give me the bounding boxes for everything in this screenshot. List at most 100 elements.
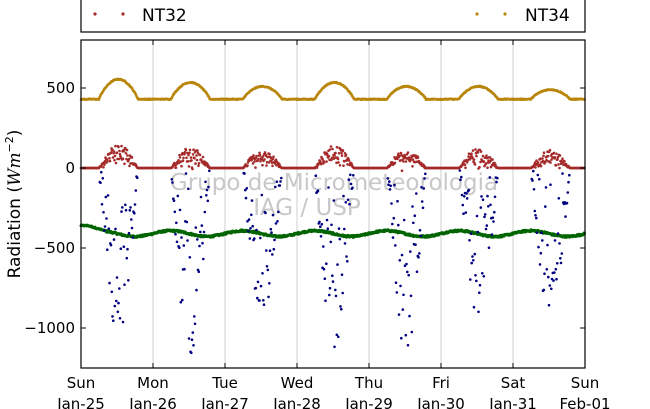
point-blue xyxy=(274,222,278,225)
point-blue xyxy=(565,201,569,205)
point-blue xyxy=(462,212,465,215)
point-blue xyxy=(464,211,468,214)
point-nt32 xyxy=(108,156,111,160)
point-nt32 xyxy=(321,157,324,161)
plot-area xyxy=(81,40,585,368)
point-blue xyxy=(546,243,549,247)
point-nt32 xyxy=(173,161,176,165)
point-nt32 xyxy=(400,169,404,172)
legend-marker-nt32-a xyxy=(93,12,97,16)
point-blue xyxy=(398,259,402,262)
point-nt32 xyxy=(343,160,346,163)
point-blue xyxy=(335,333,339,337)
point-nt32 xyxy=(561,157,564,160)
point-blue xyxy=(181,298,184,302)
point-nt32 xyxy=(114,161,118,165)
legend-marker-nt32-b xyxy=(121,12,125,16)
point-blue xyxy=(115,276,119,279)
point-blue xyxy=(393,183,396,187)
point-blue xyxy=(106,248,109,251)
point-blue xyxy=(112,238,116,241)
point-blue xyxy=(100,203,104,206)
point-blue xyxy=(328,293,331,297)
point-blue xyxy=(537,245,540,249)
point-blue xyxy=(410,330,414,334)
point-blue xyxy=(558,242,561,245)
point-blue xyxy=(485,224,489,227)
point-blue xyxy=(178,246,181,249)
point-blue xyxy=(481,272,484,275)
point-blue xyxy=(470,261,474,265)
point-nt32 xyxy=(182,156,185,160)
point-nt32 xyxy=(558,154,562,157)
point-nt32 xyxy=(485,154,488,157)
point-blue xyxy=(265,265,269,268)
point-blue xyxy=(100,170,103,174)
point-nt32 xyxy=(271,164,274,168)
point-nt32 xyxy=(183,150,187,154)
point-nt32 xyxy=(196,149,199,152)
point-blue xyxy=(267,295,270,299)
point-nt32 xyxy=(341,149,345,153)
point-nt32 xyxy=(272,155,275,158)
point-nt32 xyxy=(558,166,561,170)
point-blue xyxy=(129,206,132,209)
point-blue xyxy=(411,205,414,208)
point-nt32 xyxy=(467,152,471,155)
point-blue xyxy=(331,280,335,283)
point-nt32 xyxy=(188,151,191,155)
point-blue xyxy=(483,213,487,216)
point-blue xyxy=(247,230,250,233)
point-blue xyxy=(122,245,126,248)
y-tick-label: 500 xyxy=(46,79,75,97)
point-nt32 xyxy=(127,157,131,161)
point-blue xyxy=(483,215,486,219)
point-nt32 xyxy=(335,145,339,149)
point-blue xyxy=(174,232,177,236)
point-blue xyxy=(347,178,351,181)
point-nt32 xyxy=(121,157,125,161)
point-blue xyxy=(340,307,343,311)
point-blue xyxy=(190,351,193,355)
point-blue xyxy=(204,180,207,184)
point-blue xyxy=(386,177,390,180)
point-blue xyxy=(266,268,270,272)
point-blue xyxy=(481,198,485,201)
point-blue xyxy=(334,288,337,292)
point-blue xyxy=(110,290,114,294)
point-blue xyxy=(108,281,111,285)
point-blue xyxy=(460,175,463,179)
point-nt32 xyxy=(125,157,128,161)
point-nt32 xyxy=(111,156,115,159)
point-blue xyxy=(556,262,559,265)
point-blue xyxy=(333,345,336,349)
y-tick-label: −500 xyxy=(34,239,75,257)
point-blue xyxy=(400,253,404,257)
x-tick-label-date: Jan-27 xyxy=(200,395,249,409)
point-blue xyxy=(339,305,342,308)
point-nt32 xyxy=(482,160,486,163)
point-nt32 xyxy=(397,152,400,155)
point-nt32 xyxy=(191,153,195,156)
point-nt32 xyxy=(253,160,256,163)
point-blue xyxy=(348,202,351,206)
point-nt32 xyxy=(481,154,485,158)
point-blue xyxy=(194,226,198,229)
point-nt32 xyxy=(335,161,338,165)
point-blue xyxy=(118,287,121,290)
x-tick-label-date: Jan-30 xyxy=(416,395,465,409)
point-nt32 xyxy=(338,164,342,167)
point-blue xyxy=(538,263,542,266)
point-nt32 xyxy=(113,158,116,162)
point-nt32 xyxy=(542,154,545,158)
point-nt32 xyxy=(263,158,266,161)
point-nt32 xyxy=(336,157,340,161)
point-nt32 xyxy=(344,153,348,157)
point-blue xyxy=(324,299,327,303)
point-blue xyxy=(403,264,407,268)
point-blue xyxy=(493,195,497,199)
point-blue xyxy=(276,220,279,223)
point-blue xyxy=(555,277,558,281)
point-blue xyxy=(399,284,402,288)
